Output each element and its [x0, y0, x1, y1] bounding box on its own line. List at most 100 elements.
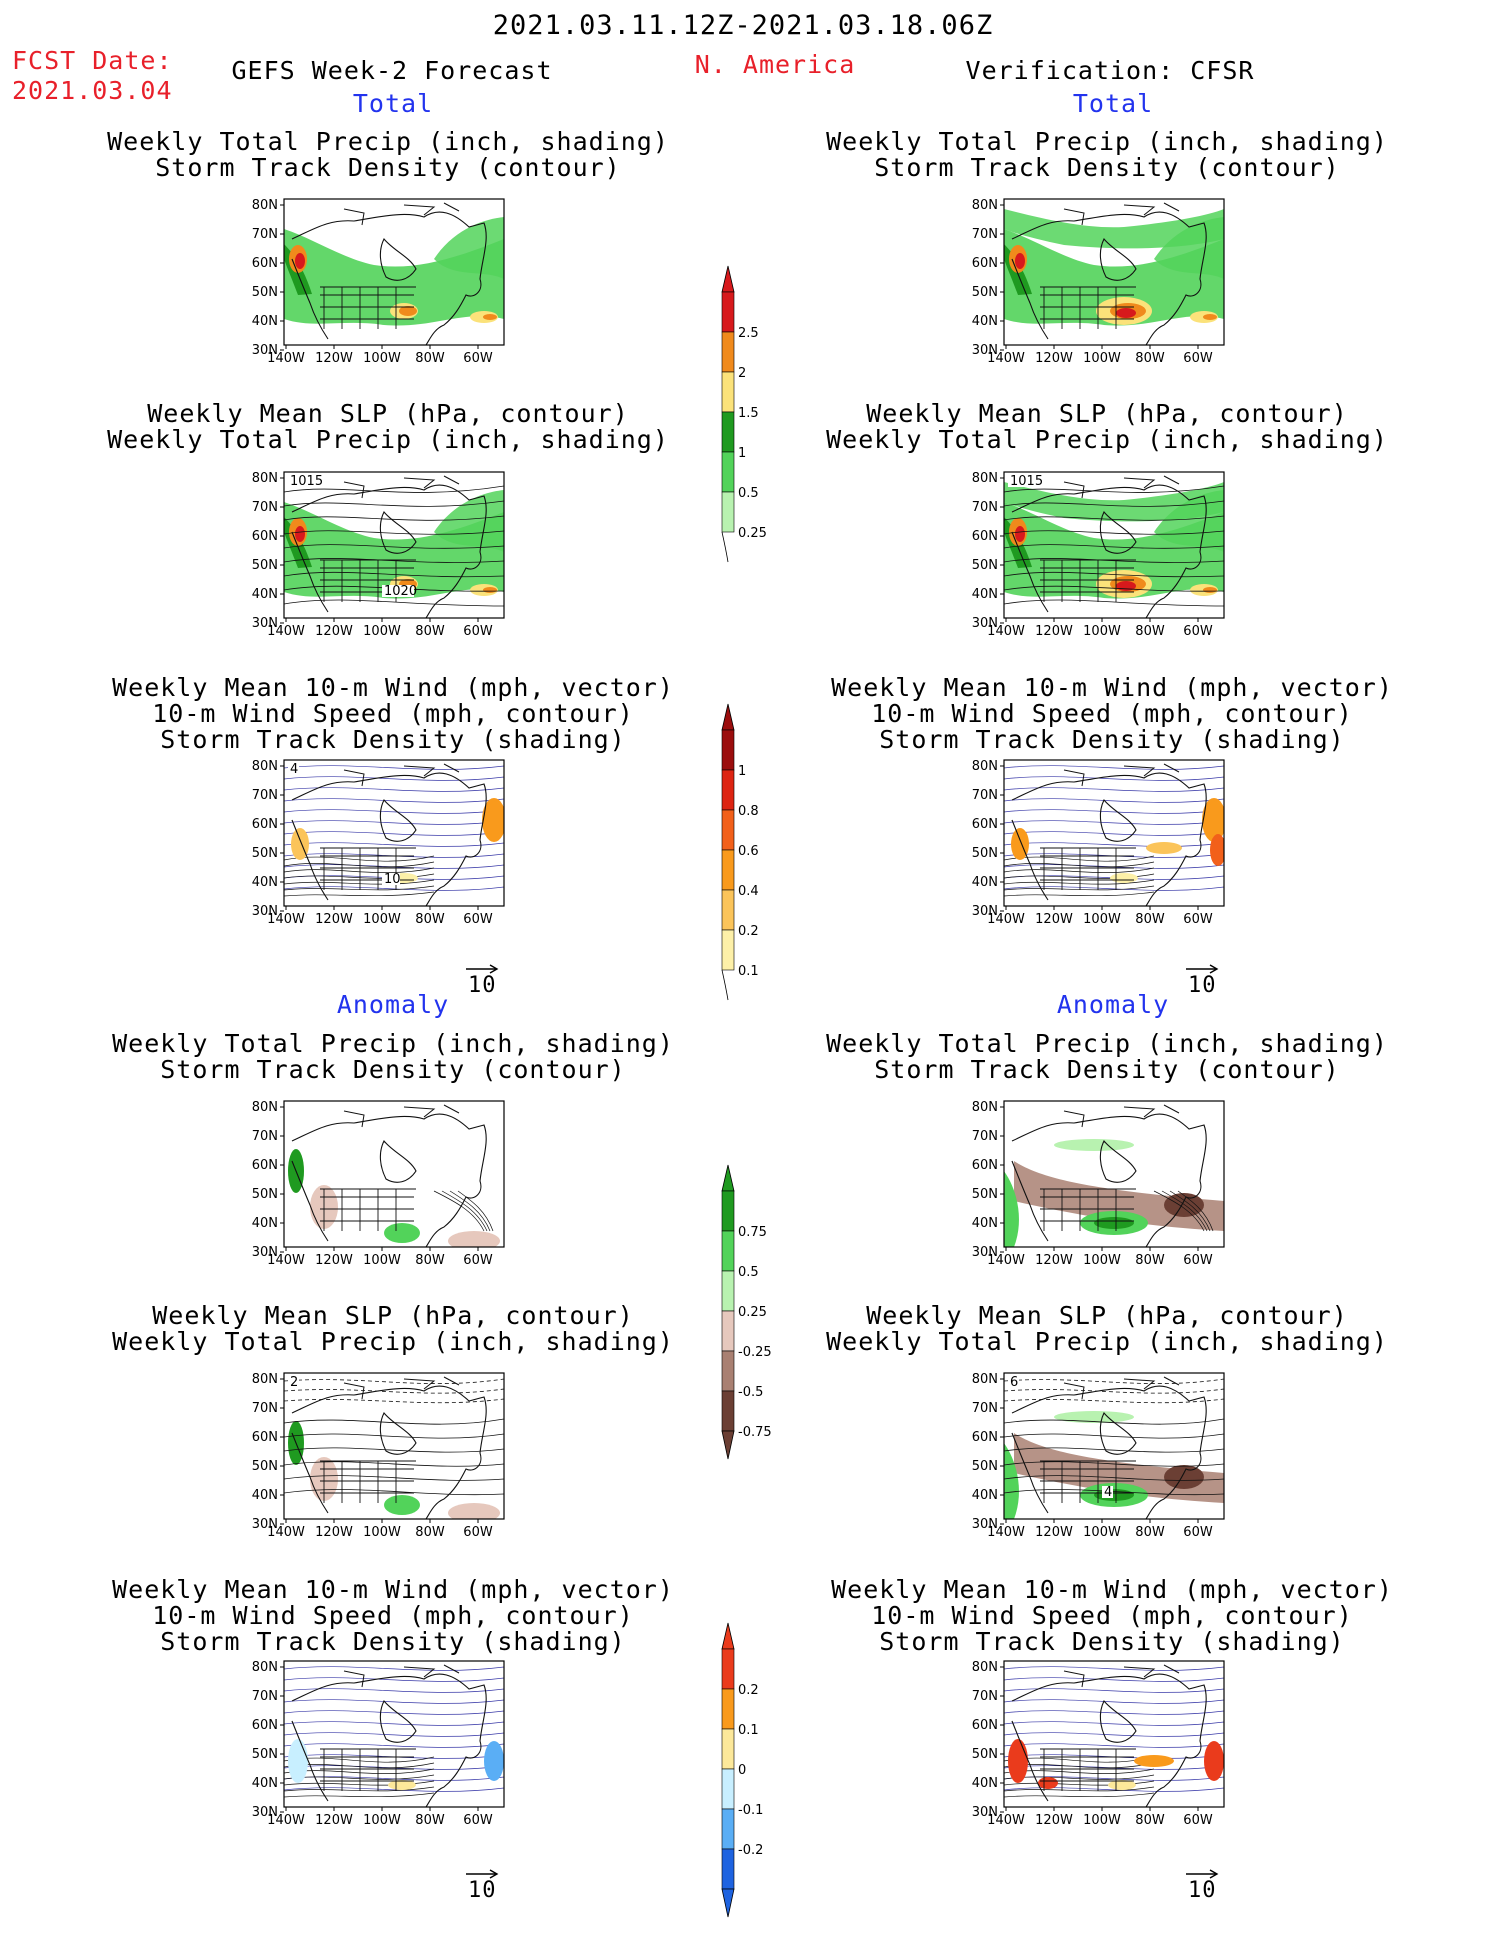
lat-tick-label: 30N [252, 1517, 278, 1532]
lon-tick-label: 140W [987, 1253, 1025, 1268]
colorbar-segment [721, 889, 735, 931]
colorbar-label: 0.25 [738, 1305, 767, 1320]
lon-tick-label: 80W [415, 351, 445, 366]
lat-tick-label: 50N [972, 846, 998, 861]
colorbar-segment [721, 491, 735, 533]
lat-tick-label: 80N [252, 759, 278, 774]
lon-tick-label: 140W [267, 624, 305, 639]
lon-tick-label: 60W [463, 1253, 493, 1268]
lat-tick-label: 30N [972, 1805, 998, 1820]
lon-tick-label: 60W [1183, 1813, 1213, 1828]
lon-tick-label: 80W [1135, 351, 1165, 366]
colorbar-segment [721, 1350, 735, 1392]
fcst-date-label: FCST Date: [12, 46, 173, 75]
contour-label: 1020 [384, 584, 417, 599]
map-frame [1003, 1372, 1225, 1520]
lat-tick-label: 50N [252, 558, 278, 573]
region-title: N. America [694, 50, 856, 79]
lon-tick-label: 140W [987, 912, 1025, 927]
colorbar-label: 0.2 [738, 1683, 759, 1698]
lat-tick-label: 50N [972, 1187, 998, 1202]
colorbar-segment [721, 929, 735, 971]
lat-tick-label: 40N [252, 587, 278, 602]
lon-tick-label: 140W [267, 1813, 305, 1828]
colorbar-segment [721, 1688, 735, 1730]
colorbar-label: 2.5 [738, 326, 759, 341]
map-frame [1003, 1660, 1225, 1808]
lon-tick-label: 100W [363, 912, 401, 927]
lon-tick-label: 100W [1083, 912, 1121, 927]
contour-label: 1015 [1010, 474, 1043, 489]
colorbar-label: 0.5 [738, 1265, 759, 1280]
lat-tick-label: 70N [972, 1689, 998, 1704]
lon-tick-label: 120W [1035, 912, 1073, 927]
colorbar-track-total: 1 0.8 0.6 0.4 0.2 0.1 [721, 703, 759, 1001]
lat-tick-label: 80N [972, 1100, 998, 1115]
lon-tick-label: 140W [987, 624, 1025, 639]
lon-tick-label: 60W [1183, 351, 1213, 366]
lat-tick-label: 80N [972, 1372, 998, 1387]
lon-tick-label: 140W [987, 1525, 1025, 1540]
section-anomaly-left: Anomaly [336, 990, 450, 1019]
colorbar-label: -0.1 [738, 1803, 763, 1818]
colorbar-precip-anom: 0.75 0.5 0.25 -0.25 -0.5 -0.75 [721, 1164, 772, 1460]
lat-tick-label: 80N [252, 1372, 278, 1387]
colorbar-label: -0.5 [738, 1385, 763, 1400]
lat-tick-label: 30N [972, 1517, 998, 1532]
lon-tick-label: 140W [267, 1253, 305, 1268]
lat-tick-label: 60N [252, 1430, 278, 1445]
lon-tick-label: 80W [415, 912, 445, 927]
colorbar-label: 0.1 [738, 964, 759, 979]
lon-tick-label: 100W [1083, 1813, 1121, 1828]
colorbar-segment [721, 331, 735, 373]
colorbar-top-cap [721, 1622, 735, 1650]
lon-tick-label: 120W [315, 351, 353, 366]
lon-tick-label: 100W [363, 1253, 401, 1268]
lat-tick-label: 30N [252, 343, 278, 358]
lat-tick-label: 50N [972, 558, 998, 573]
contour-label: 1015 [290, 474, 323, 489]
lat-tick-label: 40N [252, 875, 278, 890]
fcst-date-value: 2021.03.04 [12, 76, 173, 105]
map-frame [283, 759, 505, 907]
section-total-left: Total [352, 89, 434, 118]
colorbar-top-cap [721, 265, 735, 293]
lon-tick-label: 100W [363, 624, 401, 639]
lon-tick-label: 100W [1083, 624, 1121, 639]
lat-tick-label: 60N [252, 256, 278, 271]
lat-tick-label: 40N [972, 1776, 998, 1791]
panel-title-slp-precip: Weekly Mean SLP (hPa, contour) Weekly Tot… [112, 1301, 674, 1356]
lon-tick-label: 60W [1183, 912, 1213, 927]
lon-tick-label: 120W [315, 1253, 353, 1268]
lat-tick-label: 60N [972, 817, 998, 832]
lat-tick-label: 60N [252, 817, 278, 832]
map-frame [283, 198, 505, 346]
map-frame [1003, 198, 1225, 346]
lat-tick-label: 70N [252, 1689, 278, 1704]
lat-tick-label: 30N [972, 616, 998, 631]
map-frame [283, 471, 505, 619]
lat-tick-label: 40N [972, 1488, 998, 1503]
lat-tick-label: 80N [972, 471, 998, 486]
lon-tick-label: 80W [1135, 912, 1165, 927]
panel-title-wind-track: Weekly Mean 10-m Wind (mph, vector) 10-m … [831, 673, 1393, 754]
lon-tick-label: 80W [415, 1253, 445, 1268]
lon-tick-label: 80W [1135, 624, 1165, 639]
lat-tick-label: 70N [252, 227, 278, 242]
panel-title-precip-track: Weekly Total Precip (inch, shading) Storm… [107, 127, 669, 182]
colorbar-segment [721, 371, 735, 413]
lat-tick-label: 70N [972, 788, 998, 803]
lat-tick-label: 40N [252, 1776, 278, 1791]
lon-tick-label: 100W [363, 351, 401, 366]
lon-tick-label: 60W [1183, 1253, 1213, 1268]
colorbar-segment [721, 1190, 735, 1232]
lon-tick-label: 60W [1183, 624, 1213, 639]
